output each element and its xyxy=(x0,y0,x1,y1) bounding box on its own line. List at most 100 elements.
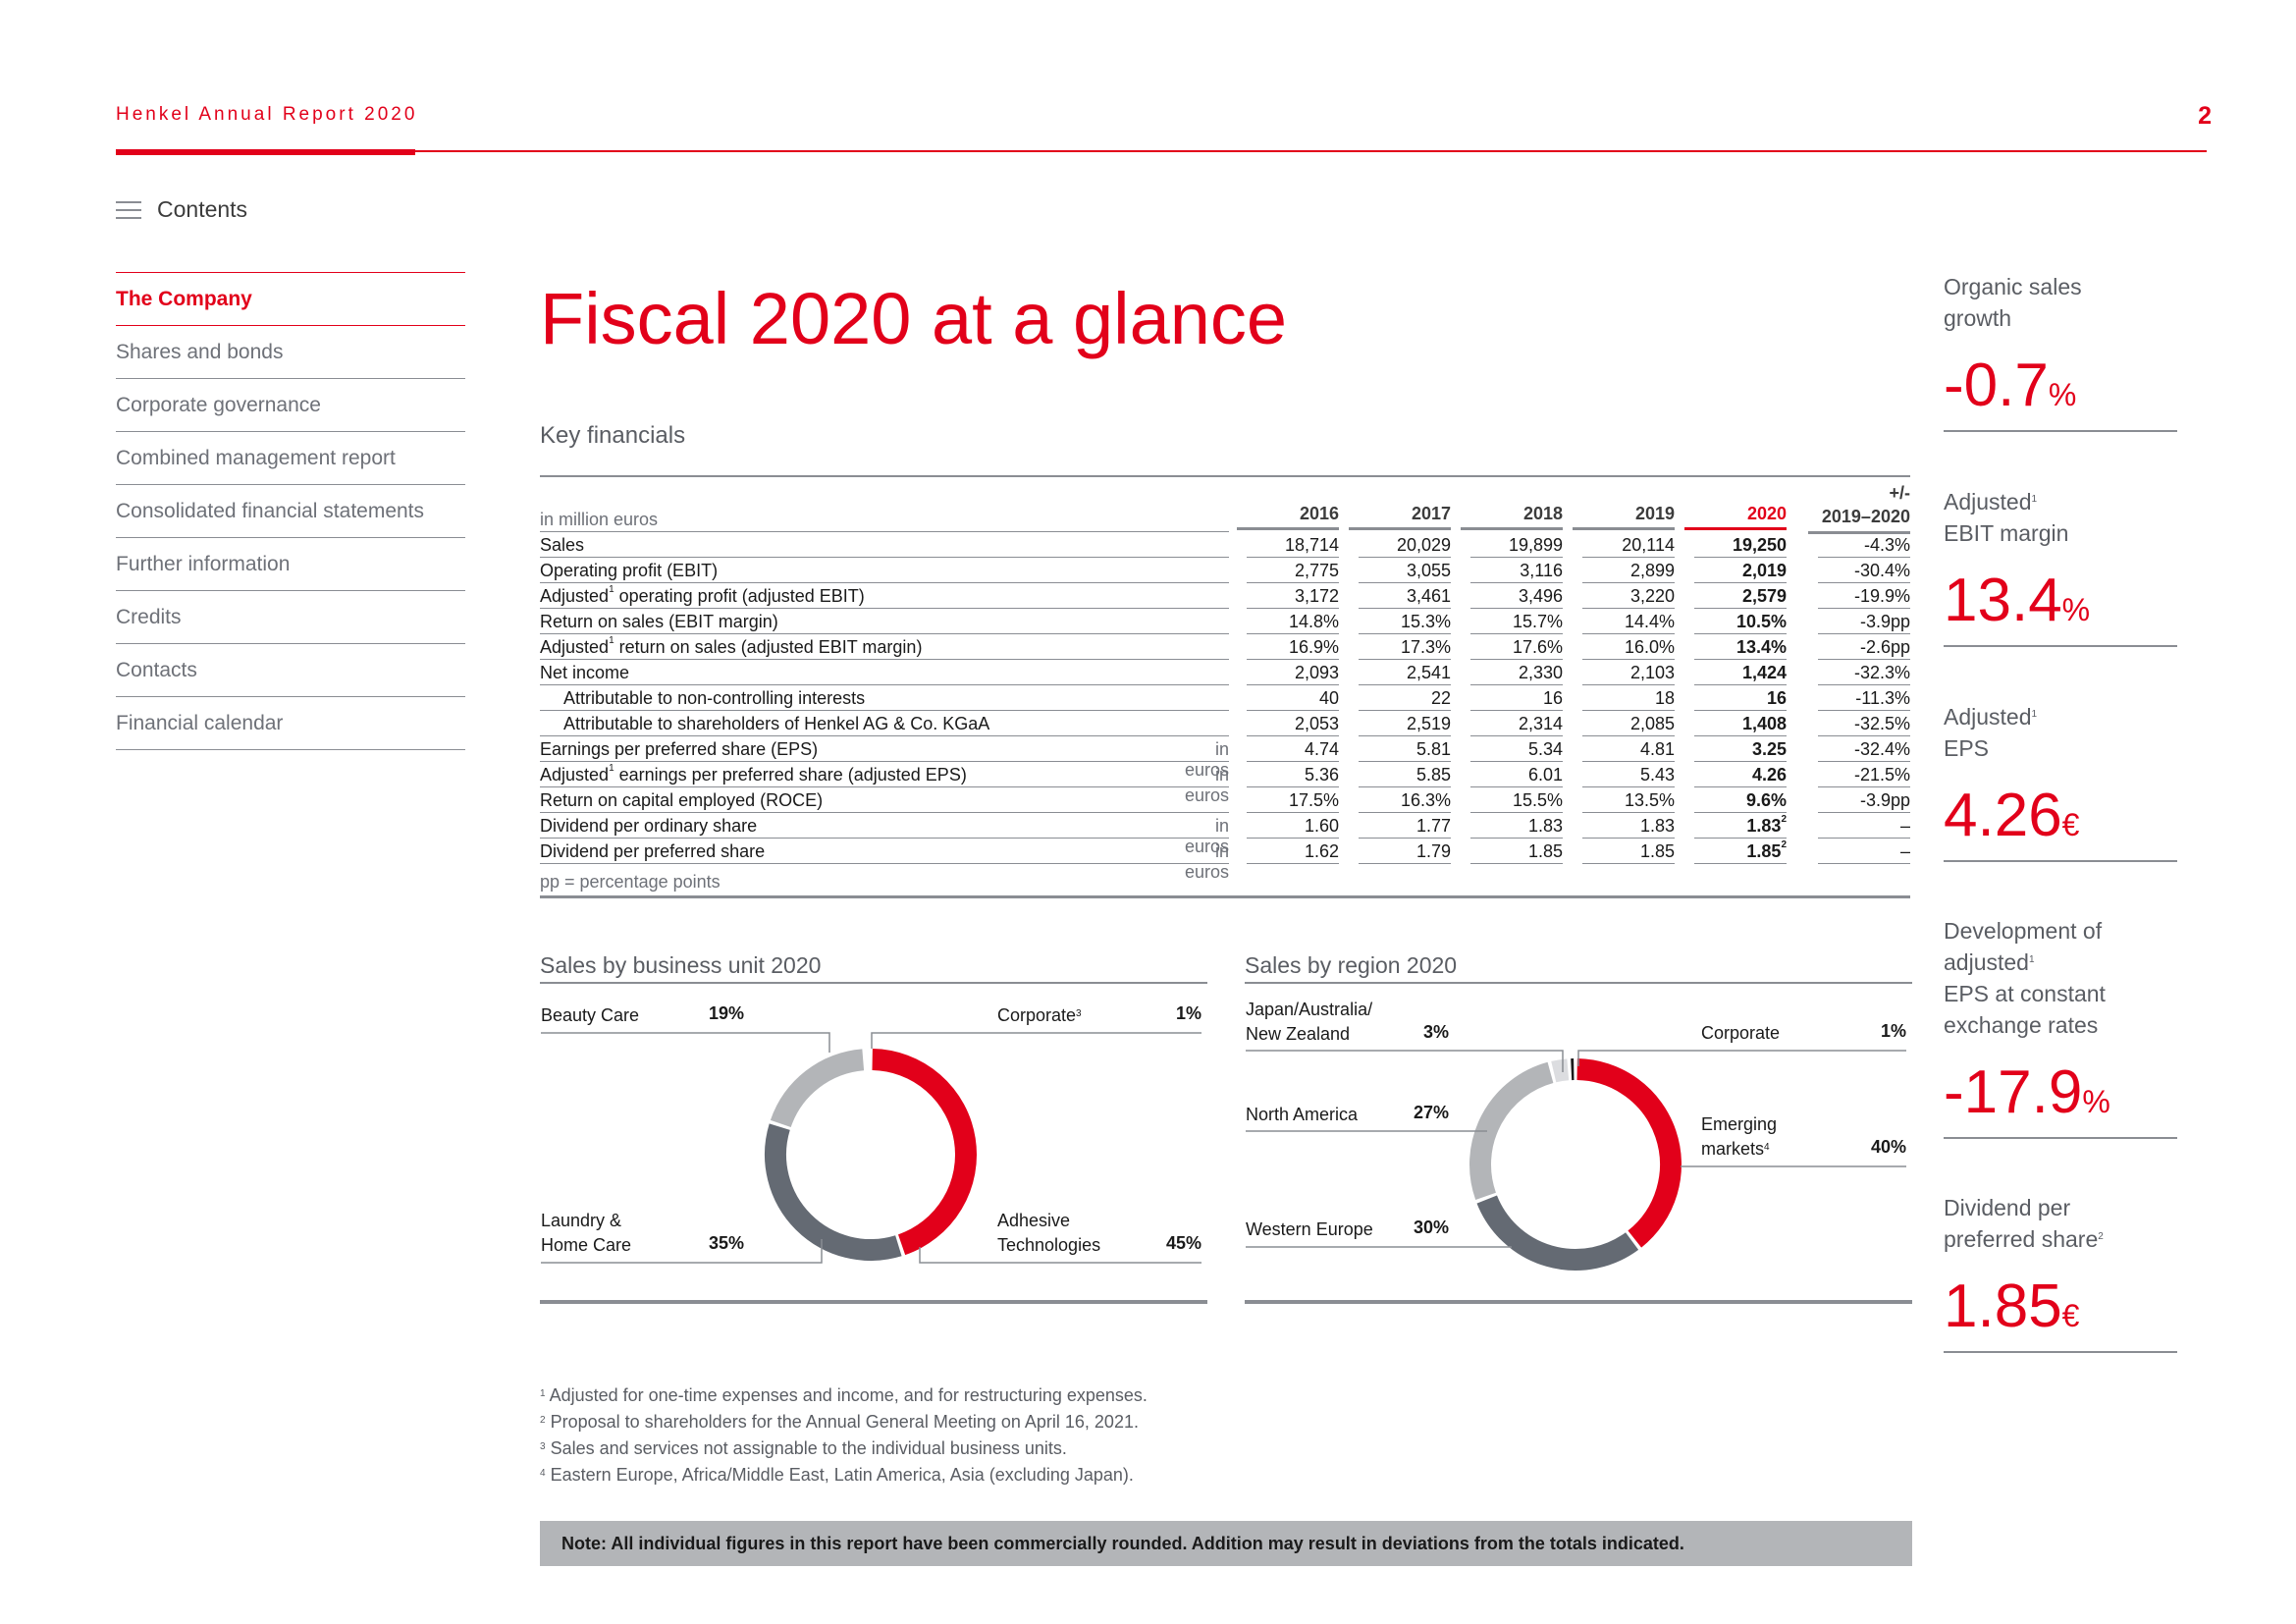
cell-2016: 1.62 xyxy=(1304,841,1339,861)
cell-rule xyxy=(1694,786,1787,787)
segment-label-japan-australia-nz: Japan/Australia/New Zealand xyxy=(1246,1000,1373,1044)
cell-rule xyxy=(1818,710,1910,711)
leader-line xyxy=(541,1032,830,1053)
cell-2019: 4.81 xyxy=(1639,739,1675,759)
nav-item-shares-and-bonds[interactable]: Shares and bonds xyxy=(116,326,465,379)
cell-change: -3.9pp xyxy=(1859,612,1910,631)
row-unit: in euros xyxy=(1184,841,1229,882)
cell-rule xyxy=(1694,684,1787,685)
cell-rule xyxy=(1359,633,1451,634)
nav-item-financial-calendar[interactable]: Financial calendar xyxy=(116,697,465,750)
row-label: Earnings per preferred share (EPS) xyxy=(540,739,819,759)
cell-rule xyxy=(1247,863,1339,864)
cell-2018: 1.85 xyxy=(1527,841,1563,861)
cell-rule xyxy=(1818,608,1910,609)
cell-change: -32.4% xyxy=(1853,739,1910,759)
kpi-value: 13.4% xyxy=(1944,567,2091,634)
cell-2016: 16.9% xyxy=(1288,637,1339,657)
cell-2018: 16 xyxy=(1542,688,1563,708)
row-label: Net income xyxy=(540,663,630,682)
cell-2019: 18 xyxy=(1654,688,1675,708)
cell-2020: 2,019 xyxy=(1741,561,1787,580)
cell-2017: 15.3% xyxy=(1400,612,1451,631)
cell-rule xyxy=(1694,735,1787,736)
contents-button[interactable]: Contents xyxy=(116,196,247,223)
key-financials-title: Key financials xyxy=(540,422,686,449)
nav-item-further-information[interactable]: Further information xyxy=(116,538,465,591)
cell-change: -4.3% xyxy=(1863,535,1910,555)
cell-rule xyxy=(1247,838,1339,839)
cell-2016: 2,053 xyxy=(1294,714,1339,733)
nav-item-corporate-governance[interactable]: Corporate governance xyxy=(116,379,465,432)
cell-2017: 16.3% xyxy=(1400,790,1451,810)
cell-rule xyxy=(1470,710,1563,711)
cell-2020: 10.5% xyxy=(1735,612,1787,631)
footnotes: 1 Adjusted for one-time expenses and inc… xyxy=(540,1382,1148,1489)
region-slice-emerging-markets xyxy=(1576,1058,1682,1248)
cell-rule xyxy=(1470,838,1563,839)
cell-2020: 4.26 xyxy=(1751,765,1787,785)
row-rule xyxy=(540,786,1229,787)
row-rule xyxy=(540,838,1229,839)
cell-2018: 17.6% xyxy=(1512,637,1563,657)
cell-2019: 1.85 xyxy=(1639,841,1675,861)
cell-2020: 1.832 xyxy=(1746,814,1787,836)
row-label: Attributable to non-controlling interest… xyxy=(563,688,866,708)
year-header-4: 2020 xyxy=(1684,504,1787,530)
kpi-value: -0.7% xyxy=(1944,352,2077,419)
row-rule xyxy=(540,582,1229,583)
row-rule xyxy=(540,608,1229,609)
cell-rule xyxy=(1818,838,1910,839)
cell-2019: 13.5% xyxy=(1624,790,1675,810)
cell-rule xyxy=(1470,608,1563,609)
cell-2017: 20,029 xyxy=(1396,535,1451,555)
region-chart-rule xyxy=(1245,982,1912,984)
nav-item-consolidated-financial-statements[interactable]: Consolidated financial statements xyxy=(116,485,465,538)
cell-2016: 40 xyxy=(1318,688,1339,708)
cell-rule xyxy=(1470,863,1563,864)
segment-label-north-america: North America xyxy=(1246,1105,1359,1124)
cell-2020: 16 xyxy=(1766,688,1787,708)
segment-pct-emerging-markets: 40% xyxy=(1870,1137,1906,1157)
footnote: 3 Sales and services not assignable to t… xyxy=(540,1438,1067,1458)
row-label: Adjusted1 return on sales (adjusted EBIT… xyxy=(540,635,923,657)
cell-rule xyxy=(1818,735,1910,736)
table-row: Return on capital employed (ROCE) 17.5% 16… xyxy=(540,787,1910,813)
kpi-rule xyxy=(1944,645,2177,647)
cell-2016: 5.36 xyxy=(1304,765,1339,785)
nav-item-credits[interactable]: Credits xyxy=(116,591,465,644)
cell-change: – xyxy=(1899,816,1910,836)
segment-label-beauty-care: Beauty Care xyxy=(541,1005,640,1025)
leader-line xyxy=(1246,1050,1564,1072)
cell-rule xyxy=(1247,557,1339,558)
kpi-label: Development of adjusted1 EPS at constant ex… xyxy=(1944,918,2106,1038)
menu-icon xyxy=(116,200,141,219)
cell-rule xyxy=(1582,761,1675,762)
table-row: Adjusted1 operating profit (adjusted EBI… xyxy=(540,583,1910,609)
cell-rule xyxy=(1694,582,1787,583)
cell-rule xyxy=(1694,633,1787,634)
segment-pct-japan-australia-nz: 3% xyxy=(1422,1022,1449,1042)
row-label: Dividend per ordinary share xyxy=(540,816,758,836)
cell-2017: 17.3% xyxy=(1400,637,1451,657)
nav-item-the-company[interactable]: The Company xyxy=(116,273,465,326)
kpi-dividend-preferred: Dividend per preferred share2 1.85€ xyxy=(1944,1192,2177,1353)
row-label: Attributable to shareholders of Henkel A… xyxy=(563,714,990,733)
cell-2020: 13.4% xyxy=(1735,637,1787,657)
cell-2020: 1,424 xyxy=(1741,663,1787,682)
nav-item-combined-management-report[interactable]: Combined management report xyxy=(116,432,465,485)
cell-rule xyxy=(1470,684,1563,685)
kpi-rule xyxy=(1944,860,2177,862)
cell-2019: 5.43 xyxy=(1639,765,1675,785)
cell-rule xyxy=(1582,838,1675,839)
row-rule xyxy=(540,812,1229,813)
cell-rule xyxy=(1359,735,1451,736)
cell-change: -11.3% xyxy=(1855,688,1910,708)
cell-2016: 2,093 xyxy=(1294,663,1339,682)
business-unit-chart-title: Sales by business unit 2020 xyxy=(540,952,822,978)
cell-2016: 17.5% xyxy=(1288,790,1339,810)
cell-2016: 18,714 xyxy=(1284,535,1339,555)
row-unit: in euros xyxy=(1184,739,1229,780)
cell-rule xyxy=(1470,633,1563,634)
nav-item-contacts[interactable]: Contacts xyxy=(116,644,465,697)
